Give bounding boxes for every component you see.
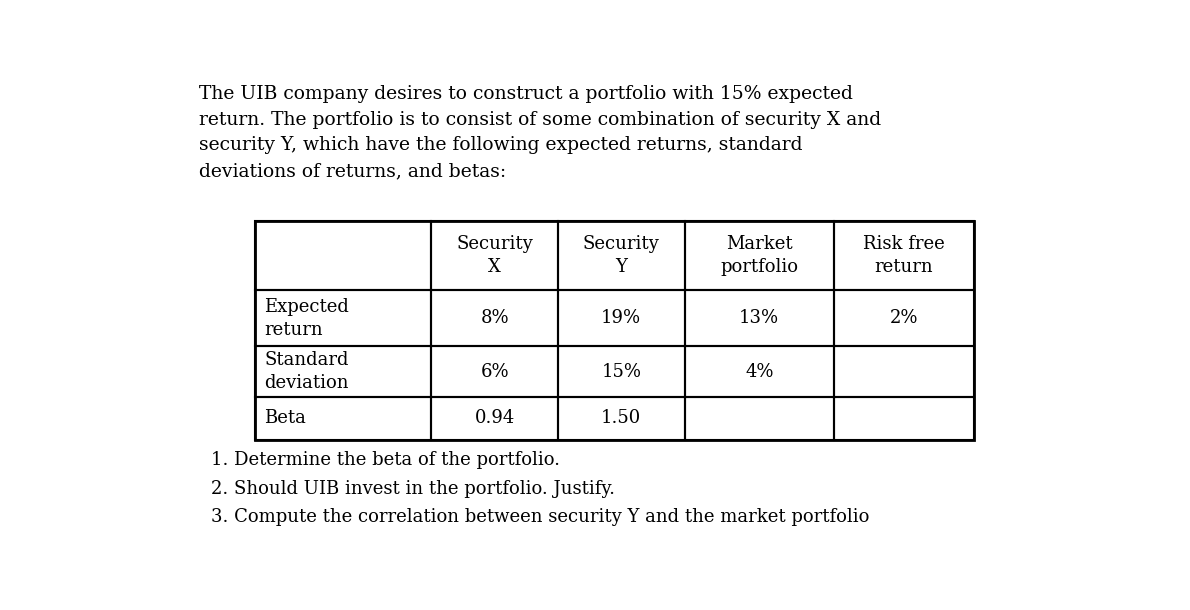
Bar [558,290,684,346]
Text: Beta: Beta [264,409,306,428]
Text: Risk free
return: Risk free return [863,235,945,276]
Text: Expected
return: Expected return [264,298,349,339]
Bar [255,397,431,440]
Bar [558,397,684,440]
Text: 0.94: 0.94 [475,409,515,428]
Bar [431,221,558,290]
Bar [684,397,834,440]
Text: Market
portfolio: Market portfolio [720,235,798,276]
Bar [431,290,558,346]
Text: 8%: 8% [481,309,509,327]
Text: Security
Y: Security Y [583,235,659,276]
Bar [255,221,431,290]
Bar [558,346,684,397]
Text: Standard
deviation: Standard deviation [264,351,349,392]
Text: 6%: 6% [481,362,509,381]
Bar [684,221,834,290]
Bar [431,346,558,397]
Bar [255,221,975,440]
Bar [431,397,558,440]
Text: The UIB company desires to construct a portfolio with 15% expected
return. The p: The UIB company desires to construct a p… [200,85,882,180]
Bar [834,397,975,440]
Bar [834,290,975,346]
Text: 1. Determine the beta of the portfolio.
2. Should UIB invest in the portfolio. J: 1. Determine the beta of the portfolio. … [212,451,870,526]
Bar [255,290,431,346]
Text: 1.50: 1.50 [601,409,641,428]
Text: Security
X: Security X [456,235,533,276]
Bar [834,221,975,290]
Bar [558,221,684,290]
Text: 19%: 19% [601,309,641,327]
Bar [834,346,975,397]
Text: 13%: 13% [739,309,779,327]
Bar [684,290,834,346]
Bar [255,346,431,397]
Bar [684,346,834,397]
Text: 2%: 2% [890,309,919,327]
Text: 4%: 4% [745,362,774,381]
Text: 15%: 15% [601,362,641,381]
